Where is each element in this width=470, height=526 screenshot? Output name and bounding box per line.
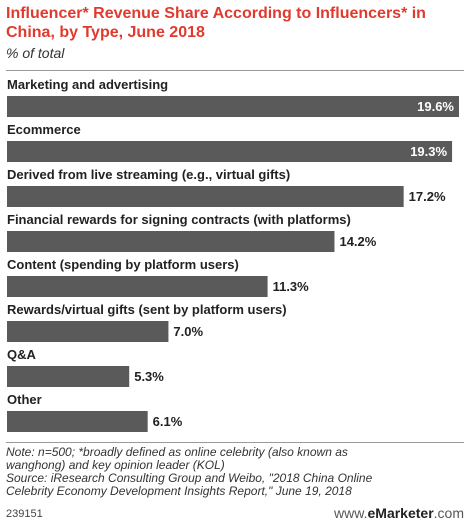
category-label: Rewards/virtual gifts (sent by platform … bbox=[7, 302, 287, 317]
category-label: Marketing and advertising bbox=[7, 77, 168, 92]
value-label: 6.1% bbox=[153, 414, 183, 429]
bar bbox=[7, 411, 148, 432]
brand-suffix: .com bbox=[433, 505, 464, 521]
bar bbox=[7, 96, 459, 117]
value-label: 5.3% bbox=[134, 369, 164, 384]
chart-title: Influencer* Revenue Share According to I… bbox=[6, 5, 426, 41]
bar bbox=[7, 186, 404, 207]
source-line: Source: iResearch Consulting Group and W… bbox=[6, 471, 373, 485]
note-line: wanghong) and key opinion leader (KOL) bbox=[6, 458, 225, 472]
value-label: 7.0% bbox=[173, 324, 203, 339]
top-divider bbox=[6, 70, 464, 71]
value-label: 17.2% bbox=[409, 189, 446, 204]
source-line: Celebrity Economy Development Insights R… bbox=[6, 484, 352, 498]
category-label: Ecommerce bbox=[7, 122, 81, 137]
bar bbox=[7, 276, 268, 297]
value-label: 19.6% bbox=[417, 99, 454, 114]
bar-chart: Marketing and advertising 19.6% Ecommerce 1… bbox=[7, 77, 459, 432]
brand-prefix: www. bbox=[334, 505, 368, 521]
chart-subtitle: % of total bbox=[6, 45, 65, 61]
brand-logo[interactable]: www.eMarketer.com bbox=[334, 505, 464, 521]
bottom-divider bbox=[6, 442, 464, 443]
chart-note: Note: n=500; *broadly defined as online … bbox=[6, 446, 466, 498]
category-label: Q&A bbox=[7, 347, 37, 362]
bar bbox=[7, 366, 130, 387]
bar bbox=[7, 231, 335, 252]
category-label: Other bbox=[7, 392, 42, 407]
value-label: 19.3% bbox=[410, 144, 447, 159]
value-label: 11.3% bbox=[273, 279, 310, 294]
brand-name: eMarketer bbox=[367, 505, 434, 521]
category-label: Derived from live streaming (e.g., virtu… bbox=[7, 167, 290, 182]
note-line: Note: n=500; *broadly defined as online … bbox=[6, 445, 348, 459]
value-label: 14.2% bbox=[339, 234, 376, 249]
bar bbox=[7, 321, 169, 342]
chart-id: 239151 bbox=[6, 508, 43, 520]
bar bbox=[7, 141, 453, 162]
category-label: Content (spending by platform users) bbox=[7, 257, 239, 272]
category-label: Financial rewards for signing contracts … bbox=[7, 212, 351, 227]
